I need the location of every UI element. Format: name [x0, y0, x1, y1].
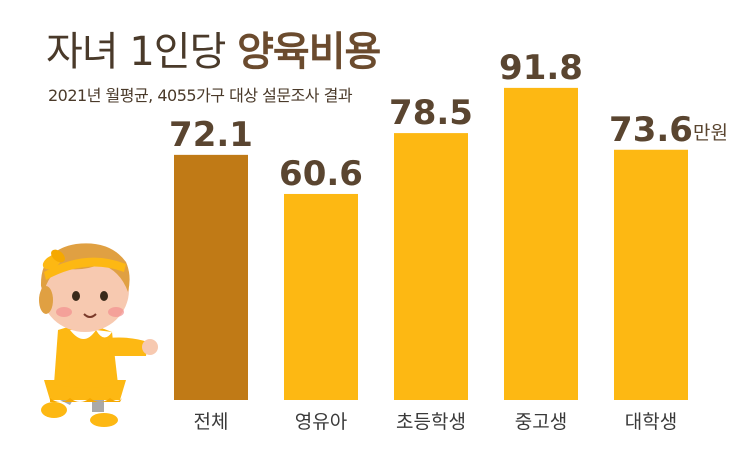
title-plain: 자녀 1인당: [46, 29, 226, 75]
category-label-1: 영유아: [295, 411, 347, 433]
value-label-0: 72.1: [169, 115, 253, 155]
category-label-2: 초등학생: [396, 411, 466, 433]
bar-3: [504, 87, 578, 400]
category-label-0: 전체: [194, 411, 229, 433]
title: 자녀 1인당 양육비용: [46, 29, 381, 75]
title-bold: 양육비용: [237, 29, 381, 75]
category-label-3: 중고생: [515, 411, 567, 433]
value-label-3: 91.8: [499, 48, 583, 88]
bar-0: [174, 154, 248, 400]
bar-2: [394, 133, 468, 400]
baby-girl-illustration: [39, 243, 158, 427]
value-label-1: 60.6: [279, 154, 363, 194]
subtitle: 2021년 월평균, 4055가구 대상 설문조사 결과: [48, 86, 353, 105]
bar-4: [614, 149, 688, 400]
unit-label: 만원: [693, 122, 728, 144]
value-label-2: 78.5: [389, 93, 473, 133]
value-label-4: 73.6: [609, 110, 693, 150]
bar-1: [284, 193, 358, 400]
category-label-4: 대학생: [625, 411, 677, 433]
